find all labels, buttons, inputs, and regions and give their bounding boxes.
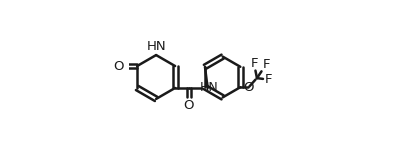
Text: HN: HN: [146, 40, 166, 53]
Text: O: O: [113, 60, 124, 73]
Text: F: F: [265, 73, 272, 86]
Text: F: F: [263, 58, 270, 71]
Text: O: O: [184, 99, 194, 112]
Text: HN: HN: [200, 81, 219, 94]
Text: O: O: [243, 81, 254, 94]
Text: F: F: [251, 57, 258, 70]
